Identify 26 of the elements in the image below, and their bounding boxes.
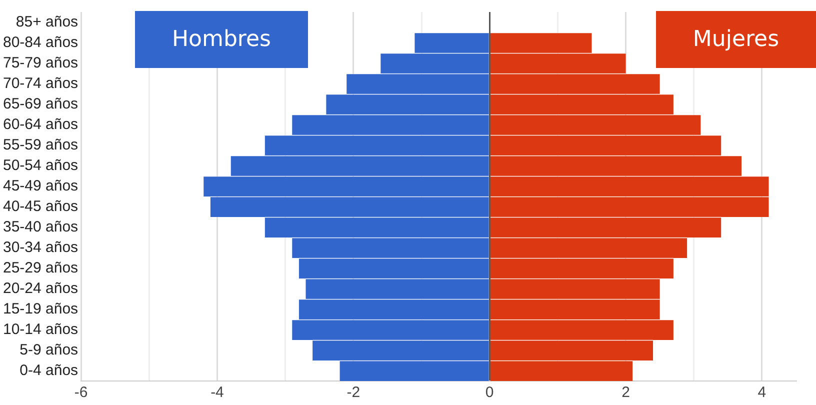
x-tick-label: -2 [346, 384, 360, 402]
y-tick-label: 45-49 años [2, 177, 78, 194]
y-tick-label: 65-69 años [2, 95, 78, 112]
x-tick-label: 4 [758, 384, 766, 402]
y-tick-label: 35-40 años [2, 218, 78, 236]
y-tick-label: 75-79 años [2, 54, 78, 72]
y-tick-label: 25-29 años [2, 259, 78, 276]
x-tick-label: 0 [485, 384, 494, 402]
y-tick-label: 20-24 años [2, 280, 78, 297]
y-tick-label: 0-4 años [20, 362, 78, 379]
y-tick-label: 10-14 años [2, 320, 78, 338]
y-tick-label: 15-19 años [2, 300, 78, 318]
y-tick-label: 5-9 años [20, 341, 78, 358]
y-tick-label: 60-64 años [2, 116, 78, 133]
y-tick-label: 80-84 años [2, 34, 78, 51]
y-tick-label: 85+ años [16, 13, 78, 30]
x-tick-label: -4 [210, 384, 224, 402]
x-tick-label: -6 [74, 384, 88, 402]
y-tick-label: 30-34 años [2, 238, 78, 256]
x-tick-label: 2 [622, 384, 630, 402]
y-tick-label: 55-59 años [2, 136, 78, 154]
y-tick-label: 70-74 años [2, 74, 78, 92]
y-tick-label: 50-54 años [2, 156, 78, 174]
legend-box: Mujeres [656, 11, 816, 68]
y-tick-label: 40-45 años [2, 198, 78, 215]
legend-box: Hombres [135, 11, 308, 68]
